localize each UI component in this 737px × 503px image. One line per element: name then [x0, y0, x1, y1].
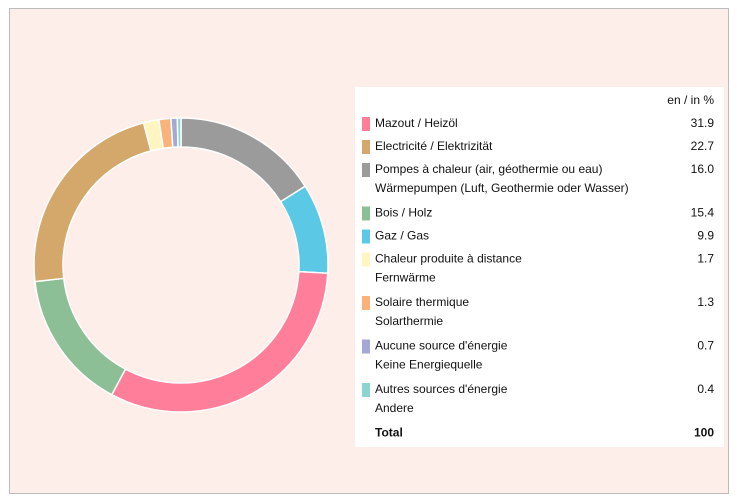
- legend-swatch: [362, 140, 370, 154]
- legend-label: Wärmepumpen (Luft, Geothermie oder Wasse…: [375, 181, 629, 195]
- legend-value: 0.4: [697, 382, 714, 396]
- legend-label: Andere: [375, 401, 414, 415]
- legend-label: Keine Energiequelle: [375, 358, 483, 372]
- legend-value: 16.0: [691, 162, 715, 176]
- legend-label: Autres sources d'énergie: [375, 382, 508, 396]
- legend-label: Mazout / Heizöl: [375, 116, 458, 130]
- legend-label: Solaire thermique: [375, 295, 469, 309]
- legend-swatch: [362, 163, 370, 177]
- legend-label: Bois / Holz: [375, 206, 432, 220]
- legend-label: Gaz / Gas: [375, 229, 429, 243]
- legend-swatch: [362, 206, 370, 221]
- donut-slice: [176, 117, 182, 148]
- legend-value: 31.9: [691, 116, 715, 130]
- legend-label: Fernwärme: [375, 271, 436, 285]
- legend-box: [355, 87, 724, 447]
- total-label: Total: [375, 426, 403, 440]
- legend-value: 1.7: [697, 252, 714, 266]
- legend-swatch: [362, 117, 370, 131]
- legend-value: 0.7: [697, 339, 714, 353]
- legend-swatch: [362, 383, 370, 397]
- legend-label: Pompes à chaleur (air, géothermie ou eau…: [375, 162, 602, 176]
- unit-label: en / in %: [667, 93, 714, 107]
- legend-label: Solarthermie: [375, 314, 443, 328]
- legend-value: 1.3: [697, 295, 714, 309]
- legend-label: Electricité / Elektrizität: [375, 139, 493, 153]
- legend-label: Chaleur produite à distance: [375, 252, 522, 266]
- legend-value: 22.7: [691, 139, 715, 153]
- legend-value: 15.4: [691, 206, 715, 220]
- legend-swatch: [362, 296, 370, 310]
- total-value: 100: [694, 426, 714, 440]
- legend-swatch: [362, 339, 370, 354]
- legend-swatch: [362, 229, 370, 244]
- legend-swatch: [362, 252, 370, 267]
- legend-label: Aucune source d'énergie: [375, 339, 508, 353]
- legend-value: 9.9: [697, 229, 714, 243]
